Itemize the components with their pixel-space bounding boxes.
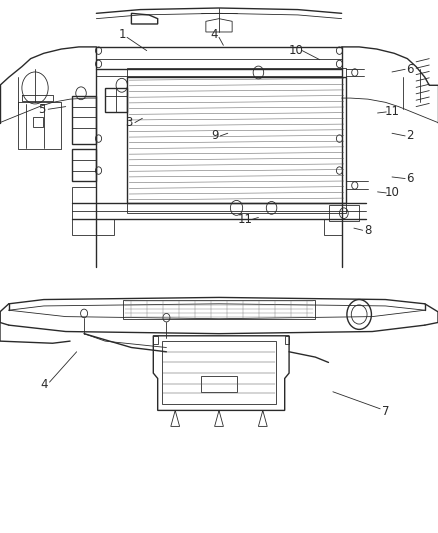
Text: 3: 3: [126, 116, 133, 129]
Text: 6: 6: [406, 63, 413, 76]
Text: 8: 8: [364, 224, 371, 237]
Text: 6: 6: [406, 172, 413, 185]
Text: 9: 9: [211, 130, 219, 142]
Text: 10: 10: [385, 187, 399, 199]
Text: 7: 7: [381, 405, 389, 418]
Text: 11: 11: [238, 213, 253, 226]
Text: 11: 11: [385, 106, 399, 118]
Text: 1: 1: [119, 28, 127, 41]
Text: 4: 4: [40, 378, 48, 391]
Text: 5: 5: [38, 103, 45, 116]
Text: 4: 4: [211, 28, 219, 41]
Text: 10: 10: [288, 44, 303, 57]
Text: 2: 2: [406, 130, 413, 142]
